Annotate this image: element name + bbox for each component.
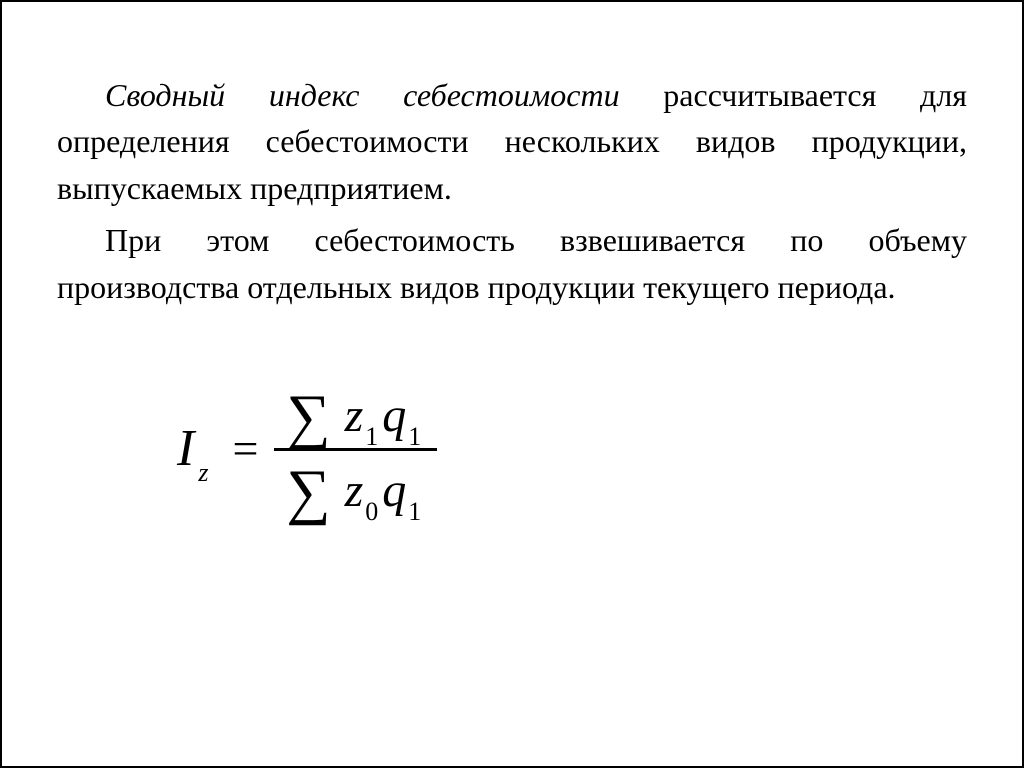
emphasized-term: Сводный индекс себестоимости (105, 77, 620, 113)
num-sub-1a: 1 (365, 424, 378, 450)
sigma-icon: ∑ (286, 465, 330, 521)
fraction: ∑ z 1 q 1 ∑ z 0 q 1 (274, 380, 437, 519)
paragraph-2: При этом себестоимость взвешивается по о… (57, 217, 967, 310)
equals-sign: = (232, 426, 258, 472)
page-frame: Сводный индекс себестоимости рассчитывае… (0, 0, 1024, 768)
den-sub-0: 0 (365, 499, 378, 525)
lhs-subscript: z (198, 460, 208, 486)
num-sub-1b: 1 (408, 424, 421, 450)
formula-lhs: I z (177, 423, 208, 475)
cost-index-formula: I z = ∑ z 1 q 1 ∑ z 0 q 1 (177, 380, 437, 519)
num-var-q: q (382, 392, 406, 440)
numerator: ∑ z 1 q 1 (274, 380, 437, 444)
formula-container: I z = ∑ z 1 q 1 ∑ z 0 q 1 (57, 380, 967, 519)
paragraph-1: Сводный индекс себестоимости рассчитывае… (57, 72, 967, 211)
den-sub-1: 1 (408, 499, 421, 525)
den-var-z: z (345, 467, 364, 515)
sigma-icon: ∑ (286, 390, 330, 446)
lhs-base: I (177, 423, 194, 475)
den-var-q: q (382, 467, 406, 515)
denominator: ∑ z 0 q 1 (274, 455, 437, 519)
num-var-z: z (345, 392, 364, 440)
